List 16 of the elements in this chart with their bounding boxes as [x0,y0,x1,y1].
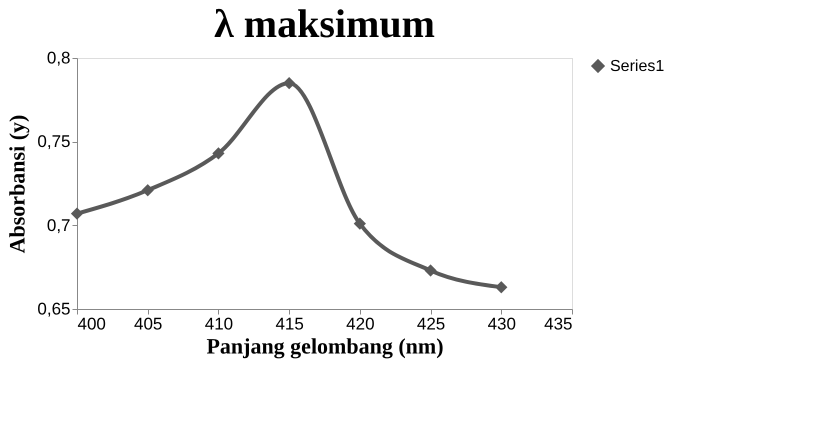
y-tick-label: 0,8 [46,48,70,68]
x-tick-label: 405 [134,314,162,334]
x-tick-label: 420 [346,314,375,334]
y-tick-label: 0,7 [46,216,70,235]
y-tick-label: 0,65 [37,300,70,318]
x-tick-label: 435 [544,314,572,334]
legend-label: Series1 [610,58,664,75]
chart-title: λ maksimum [214,1,435,46]
x-tick-label: 415 [275,314,304,334]
x-axis-title: Panjang gelombang (nm) [206,334,444,358]
y-tick-label: 0,75 [37,132,70,152]
y-axis-title: Absorbansi (y) [4,114,30,254]
x-tick-label: 400 [78,314,106,334]
x-tick-label: 430 [488,314,516,334]
x-tick-label: 425 [416,314,446,334]
x-tick-label: 410 [204,314,234,334]
